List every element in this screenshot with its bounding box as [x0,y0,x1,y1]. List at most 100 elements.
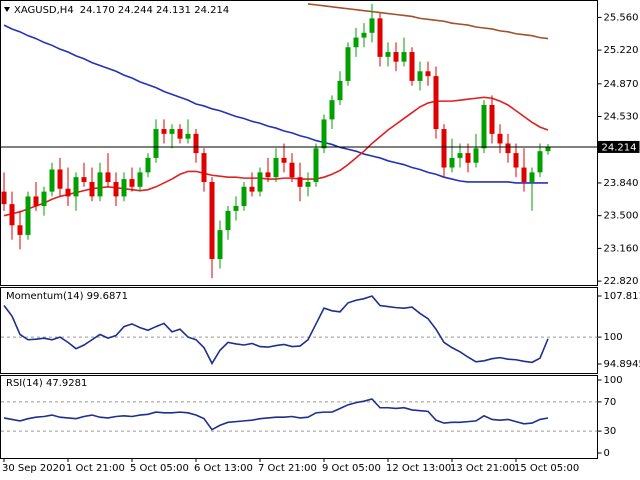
candle-body [33,196,39,207]
candle-body [169,129,175,134]
candle-body [41,191,47,207]
candle-body [105,172,111,182]
candle-body [9,204,15,226]
y-tick-label: 107.8115 [604,291,640,302]
y-tick-label: 22.820 [604,276,639,287]
candle-body [353,37,359,48]
candle-body [25,196,31,235]
candle-body [361,32,367,38]
candle-body [433,76,439,130]
candle-body [465,153,471,163]
candle-body [329,100,335,120]
candle-body [17,225,23,235]
candle-body [113,181,119,197]
candle-body [321,119,327,149]
symbol-dropdown-icon [4,7,10,12]
candle-body [513,153,519,168]
candle-body [417,71,423,81]
candle-body [385,52,391,57]
candle-body [337,80,343,101]
candle-body [505,143,511,154]
candle-body [289,162,295,178]
candle-body [193,133,199,154]
y-tick-label: 25.220 [604,45,639,56]
candle-body [89,181,95,197]
candle-body [161,129,167,134]
candle-body [217,230,223,259]
candle-body [457,153,463,158]
candle-body [281,157,287,163]
candle-body [297,177,303,187]
candle-body [129,179,135,187]
candle-body [121,179,127,197]
candle-body [257,172,263,192]
x-tick-label: 9 Oct 05:00 [322,463,381,474]
candle-body [209,181,215,259]
candle-body [473,148,479,163]
x-tick-label: 12 Oct 13:00 [386,463,451,474]
candle-body [65,188,71,197]
candle-body [377,18,383,57]
candle-body [57,169,63,189]
x-tick-label: 5 Oct 05:00 [130,463,189,474]
rsi-panel-frame [0,375,598,459]
x-tick-label: 15 Oct 05:00 [514,463,579,474]
candle-body [545,146,551,152]
x-tick-label: 6 Oct 13:00 [194,463,253,474]
candle-body [401,52,407,62]
candle-body [185,133,191,139]
y-tick-label: 94.8945 [604,359,640,370]
candle-body [201,153,207,182]
candle-body [481,104,487,149]
candle-body [153,129,159,158]
candle-body [137,172,143,187]
candle-body [273,157,279,178]
candle-body [521,167,527,182]
x-tick-label: 7 Oct 21:00 [258,463,317,474]
candle-body [225,210,231,231]
candle-body [529,172,535,182]
candle-body [393,52,399,62]
momentum-panel-frame [0,287,598,374]
candle-body [145,157,151,173]
y-tick-label: 23.500 [604,211,639,222]
candle-body [265,172,271,178]
y-tick-label: 23.840 [604,178,639,189]
candle-body [441,129,447,168]
current-price-label: 24.214 [602,142,637,153]
y-tick-label: 100 [604,375,623,386]
candle-body [369,18,375,33]
candle-body [305,181,311,187]
y-tick-label: 30 [604,426,617,437]
x-tick-label: 13 Oct 21:00 [450,463,515,474]
indicator-line [307,3,549,40]
candle-body [233,206,239,211]
y-tick-label: 23.160 [604,243,639,254]
candle-body [345,47,351,81]
candle-body [81,177,87,182]
candle-body [1,191,7,205]
candle-body [409,52,415,81]
y-tick-label: 100 [604,332,623,343]
indicator-line [3,24,548,184]
chart-title: RSI(14) 47.9281 [6,378,87,389]
y-tick-label: 0 [604,448,610,459]
candle-body [97,172,103,197]
candle-body [449,157,455,168]
candle-body [537,151,543,173]
candle-body [73,177,79,197]
current-price-box [597,140,640,153]
chart-title: Momentum(14) 99.6871 [6,291,128,302]
y-tick-label: 24.530 [604,112,639,123]
chart-title: XAGUSD,H4 [14,5,74,16]
indicator-line [3,295,549,366]
x-tick-label: 1 Oct 21:00 [66,463,125,474]
candle-body [177,129,183,139]
y-tick-label: 70 [604,397,617,408]
candle-body [241,186,247,207]
x-tick-label: 30 Sep 2020 [2,463,65,474]
candle-body [249,186,255,192]
candle-body [49,169,55,192]
